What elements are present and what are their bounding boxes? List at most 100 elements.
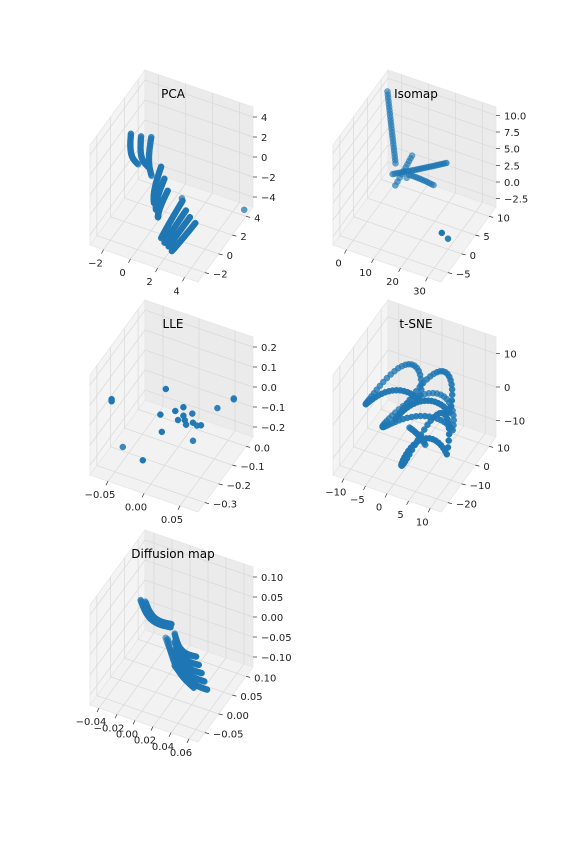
x-tick-mark <box>427 508 431 513</box>
z-tick-label: 0.05 <box>261 593 283 604</box>
x-tick-mark <box>384 493 388 498</box>
z-tick-label: −0.2 <box>261 423 285 434</box>
y-tick-label: 0.10 <box>254 673 276 684</box>
data-point <box>445 425 453 432</box>
y-tick-label: −20 <box>456 500 477 511</box>
data-point <box>108 395 115 403</box>
y-gridline <box>380 79 490 217</box>
x-gridline <box>429 333 486 509</box>
x-gridline <box>365 311 421 487</box>
y-tick-label: −0.2 <box>227 481 251 492</box>
data-point <box>392 182 399 189</box>
x-tick-mark <box>371 258 374 264</box>
y-gridline <box>110 346 219 485</box>
lle-subplot: −0.05 0.00 0.05 −0.3 −0.2 −0.1 0.0 −0.2 −0.1 0.0 0… <box>85 298 285 526</box>
y-tick-mark <box>246 676 251 678</box>
pca-title: PCA <box>161 87 186 101</box>
data-point <box>179 197 186 205</box>
z-tick-label: 0.00 <box>261 613 283 624</box>
data-point <box>174 416 182 424</box>
y-tick-label: 10 <box>497 213 510 224</box>
z-gridline <box>89 349 254 426</box>
y-tick-label: 5 <box>483 232 489 243</box>
z-gridline <box>89 329 254 406</box>
data-point <box>137 133 145 140</box>
tsne-subplot: −10 −5 0 5 10 −20 −10 0 10 −10 0 10 t-SNE <box>325 298 525 528</box>
y-gridline <box>339 135 448 273</box>
x-tick-mark <box>168 732 172 737</box>
x-tick-label: 0 <box>335 259 341 270</box>
y-tick-mark <box>246 446 251 448</box>
z-tick-label: 0.0 <box>261 383 277 394</box>
diffusion-map-subplot: −0.04−0.020.000.020.040.06−0.050.000.050… <box>76 528 292 759</box>
x-tick-label: −2 <box>88 259 103 270</box>
data-point <box>389 387 396 394</box>
x-gridline <box>134 545 191 721</box>
x-gridline <box>152 551 209 727</box>
data-point <box>172 407 179 415</box>
z-tick-label: −0.05 <box>261 633 292 644</box>
x-tick-mark <box>101 249 104 254</box>
x-tick-mark <box>128 258 131 264</box>
y-tick-mark <box>447 502 452 504</box>
x-tick-label: 0.00 <box>125 503 147 514</box>
y-tick-mark <box>232 234 237 237</box>
y-tick-label: −2 <box>213 270 228 281</box>
x-tick-mark <box>155 267 158 273</box>
data-point <box>203 686 211 693</box>
data-point <box>418 386 425 393</box>
y-gridline <box>353 346 462 485</box>
data-point <box>448 391 456 399</box>
y-gridline <box>137 539 247 677</box>
x-gridline <box>184 102 240 278</box>
data-point <box>139 457 147 464</box>
y-gridline <box>137 79 247 217</box>
z-tick-label: 10 <box>504 350 517 361</box>
y-tick-mark <box>204 272 209 274</box>
data-point <box>157 163 165 171</box>
data-point <box>162 385 170 393</box>
y-tick-mark <box>246 216 251 218</box>
z-tick-label: −0.1 <box>261 403 285 414</box>
z-gridline <box>89 99 254 176</box>
data-point <box>430 181 437 189</box>
data-point <box>167 623 174 631</box>
x-gridline <box>143 318 200 494</box>
x-tick-mark <box>398 267 401 273</box>
data-point <box>192 219 199 227</box>
data-point <box>445 430 453 438</box>
y-tick-label: −0.1 <box>240 462 264 473</box>
x-tick-label: −0.04 <box>76 717 107 728</box>
data-point <box>189 437 197 445</box>
z-tick-label: 0 <box>261 153 267 164</box>
z-tick-label: 2 <box>261 133 267 144</box>
lle-title: LLE <box>163 317 184 331</box>
y-gridline <box>124 328 233 466</box>
y-tick-label: 2 <box>240 232 246 243</box>
z-tick-label: −4 <box>261 193 276 204</box>
z-gridline <box>332 161 497 237</box>
x-tick-mark <box>182 277 185 282</box>
z-gridline <box>332 77 497 154</box>
x-tick-label: 0 <box>376 503 382 514</box>
x-tick-label: 5 <box>397 510 403 521</box>
z-tick-label: 0.0 <box>504 178 520 189</box>
z-tick-label: −2.5 <box>504 195 528 206</box>
x-tick-mark <box>363 485 366 491</box>
y-tick-mark <box>232 464 237 467</box>
z-gridline <box>89 309 254 386</box>
z-tick-label: 0 <box>504 383 510 394</box>
x-gridline <box>427 102 483 278</box>
y-tick-label: 0.05 <box>240 692 262 703</box>
y-tick-mark <box>232 694 237 697</box>
z-gridline <box>89 619 254 696</box>
y-gridline <box>367 98 476 236</box>
x-tick-label: 0.06 <box>170 748 192 759</box>
x-tick-mark <box>132 720 136 725</box>
data-point <box>182 207 190 214</box>
x-tick-label: 0 <box>119 268 125 279</box>
y-tick-label: 0 <box>470 251 476 262</box>
y-gridline <box>339 365 448 503</box>
x-gridline <box>170 557 227 733</box>
y-tick-label: −5 <box>456 270 471 281</box>
